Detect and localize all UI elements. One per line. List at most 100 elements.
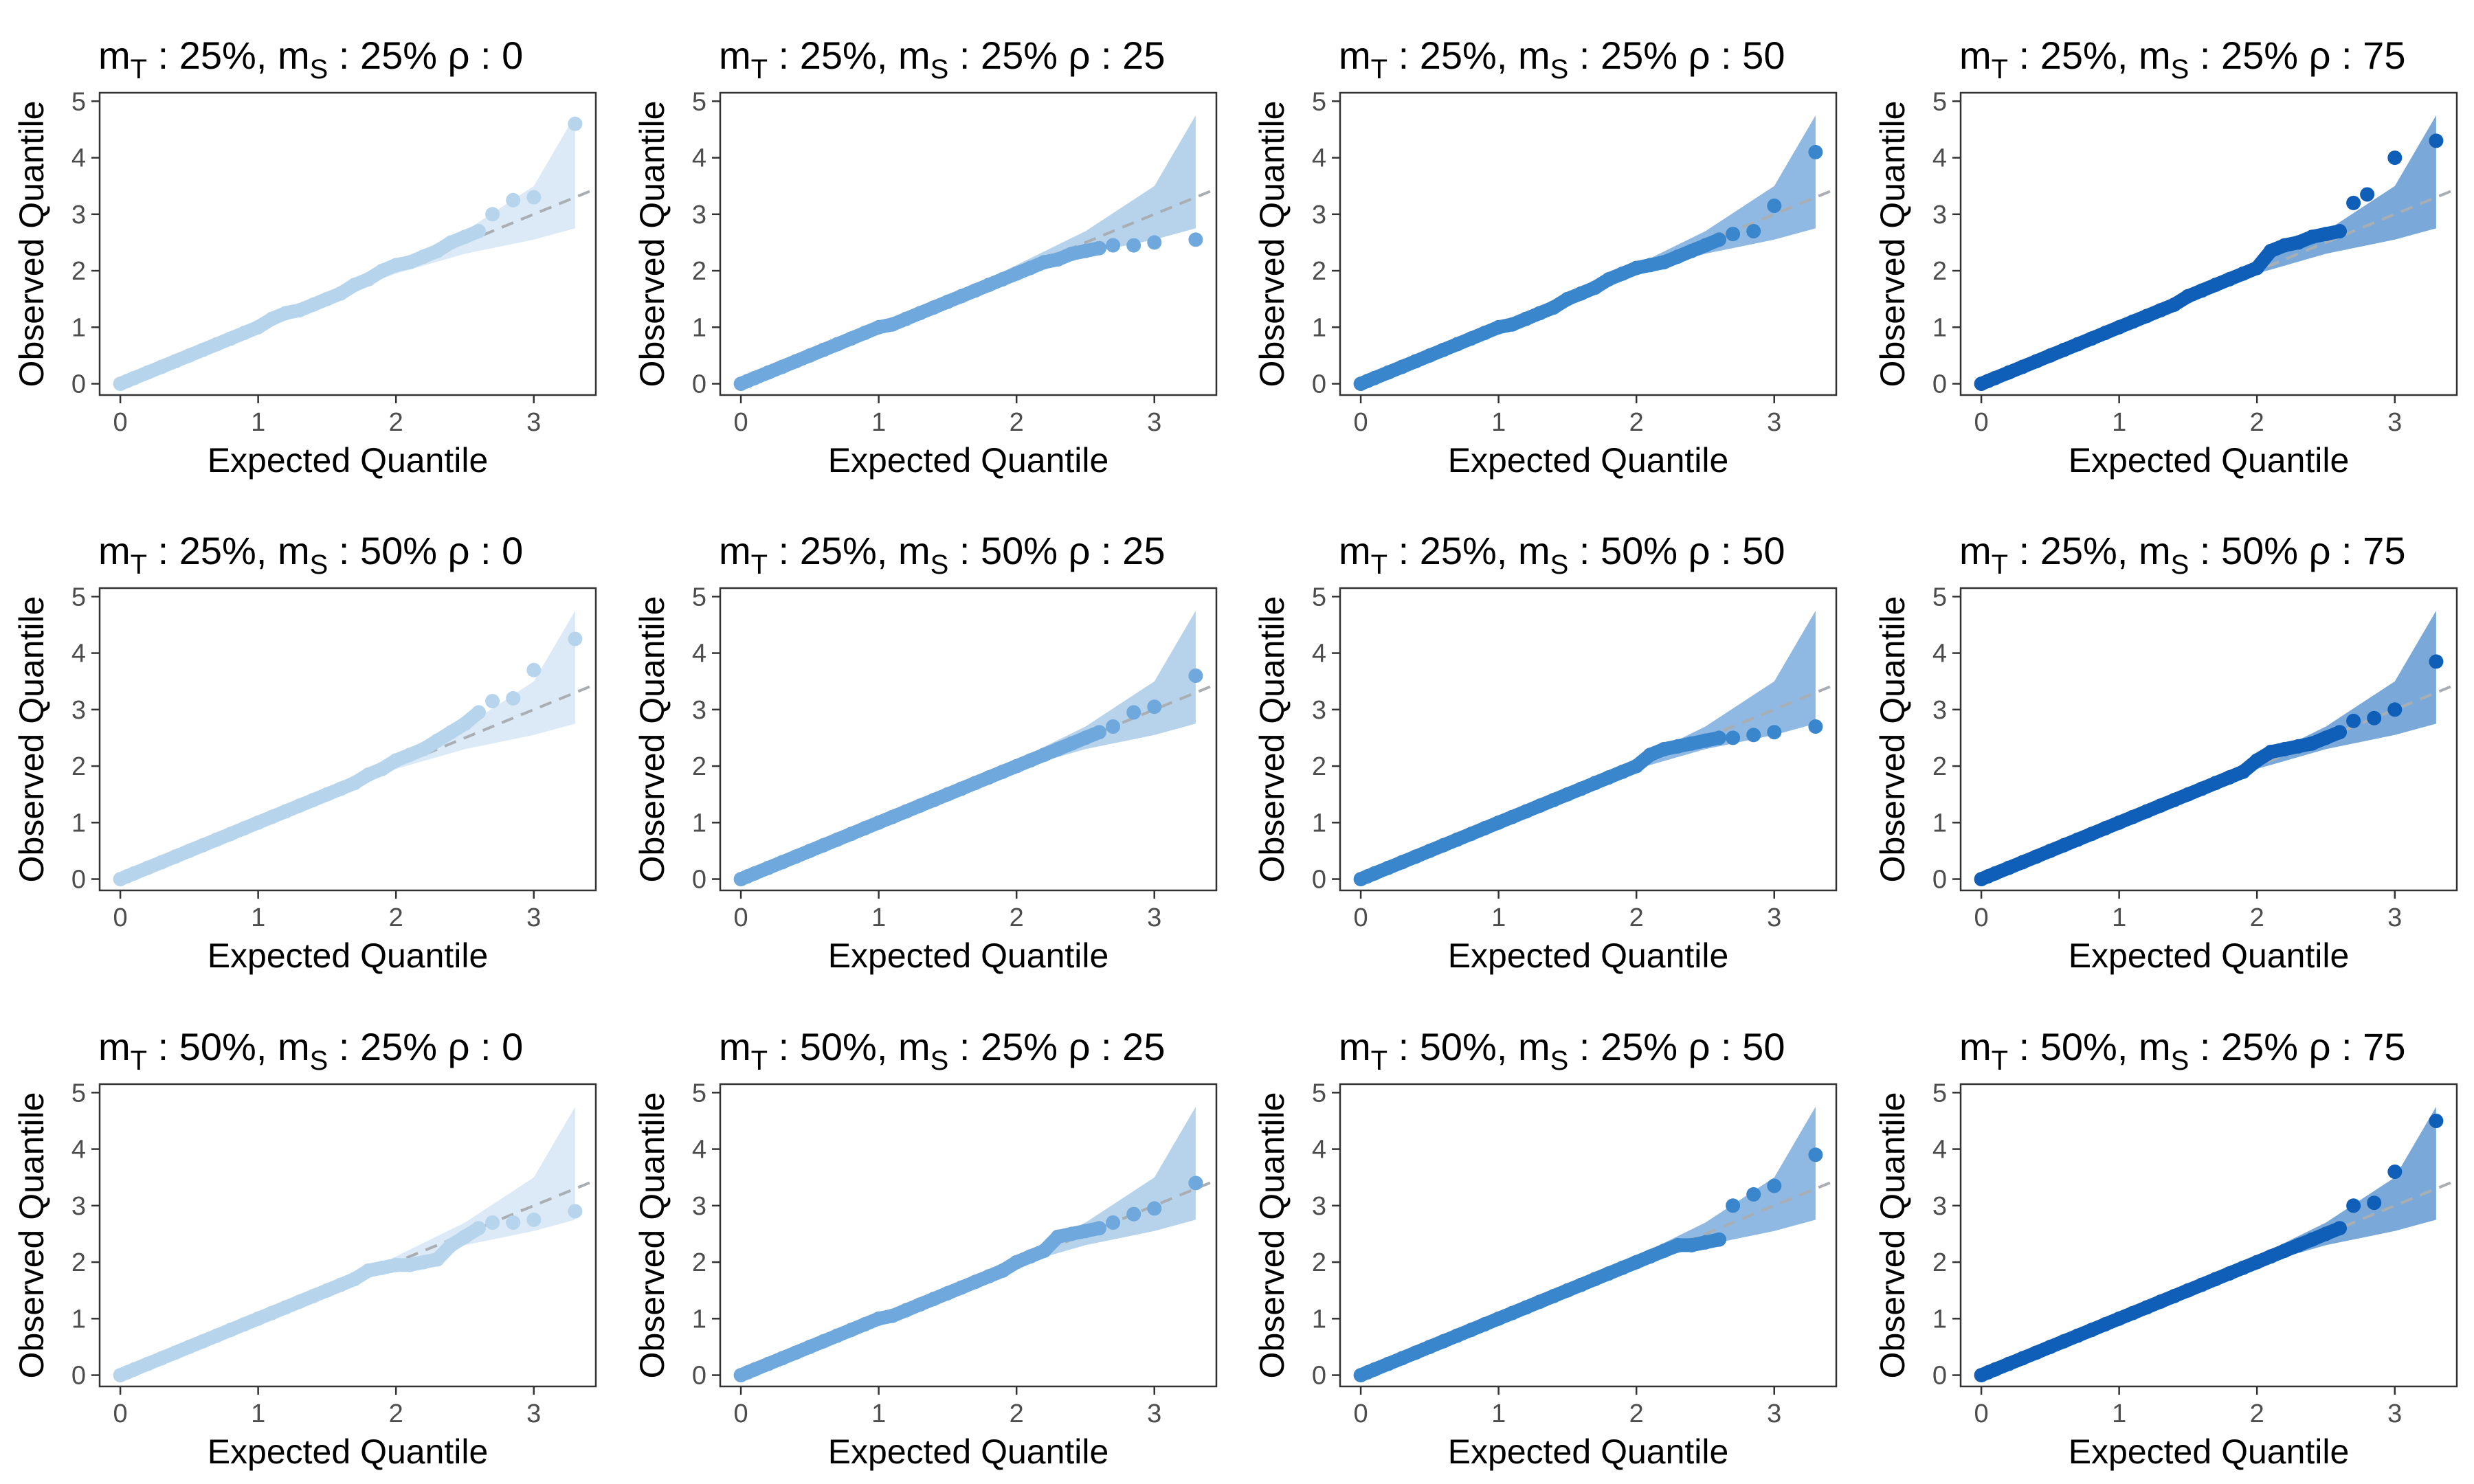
y-tick-label: 3 — [692, 201, 706, 229]
x-tick-label: 3 — [526, 408, 541, 437]
panel-border — [1959, 91, 2458, 396]
title-rho-value: : 75 — [2331, 34, 2406, 77]
y-tick-label: 5 — [1312, 1079, 1326, 1108]
qq-point — [168, 849, 183, 864]
x-tick-label: 0 — [1354, 903, 1368, 932]
title-m: m — [278, 529, 310, 572]
panel-title: mT : 50%, mS : 25% ρ : 75 — [1959, 1025, 2405, 1076]
y-tick-label: 4 — [71, 1136, 86, 1165]
qq-point — [1670, 739, 1685, 754]
qq-point — [913, 1297, 928, 1312]
qq-point — [1064, 1226, 1079, 1241]
y-tick-label: 3 — [1312, 1192, 1326, 1221]
title-s-value: : 25% — [1568, 34, 1688, 77]
qq-point — [761, 860, 776, 875]
x-axis-label: Expected Quantile — [208, 1432, 489, 1471]
qq-point — [1519, 311, 1534, 326]
y-tick-label: 2 — [1312, 1248, 1326, 1277]
qq-point — [858, 1317, 873, 1331]
qq-point — [375, 263, 390, 278]
title-subscript-s: S — [930, 54, 949, 85]
qq-point — [830, 1328, 845, 1343]
y-tick-label: 4 — [1932, 1136, 1947, 1165]
title-m: m — [1339, 1025, 1371, 1068]
y-axis-label: Observed Quantile — [1873, 101, 1912, 387]
qq-point — [788, 354, 803, 369]
qq-point — [2042, 1339, 2058, 1354]
y-tick-label: 5 — [71, 1079, 86, 1108]
qq-point — [2056, 342, 2071, 357]
title-m: m — [2139, 34, 2171, 77]
title-m: m — [1959, 1025, 1992, 1068]
qq-point — [1147, 699, 1162, 715]
qq-point — [2277, 238, 2292, 253]
title-m: m — [898, 34, 930, 77]
y-tick-label: 5 — [1312, 87, 1326, 116]
qq-point — [774, 359, 790, 374]
qq-point — [1023, 753, 1038, 768]
qq-point — [981, 1269, 996, 1284]
qq-point — [1450, 337, 1464, 352]
qq-panel: 0 1 2 3 0 1 2 3 4 5 Expected Quantile Observed Quan… — [1873, 1025, 2458, 1471]
qq-panel: 0 1 2 3 0 1 2 3 4 5 Expected Quantile Observed Quan… — [12, 529, 597, 975]
qq-point — [1464, 1323, 1478, 1338]
qq-point — [2153, 798, 2168, 813]
qq-point — [2015, 359, 2030, 374]
qq-point — [858, 326, 873, 340]
qq-point — [844, 827, 858, 842]
y-tick-label: 5 — [1932, 87, 1947, 116]
qq-point — [292, 303, 307, 318]
y-tick-label: 5 — [692, 87, 706, 116]
qq-point — [2167, 297, 2182, 312]
qq-point — [2319, 1226, 2333, 1241]
qq-point — [416, 1255, 431, 1270]
qq-point — [1546, 1288, 1561, 1303]
qq-point — [2153, 1294, 2168, 1309]
x-axis-label: Expected Quantile — [828, 936, 1109, 975]
x-tick-label: 3 — [2387, 1399, 2402, 1428]
qq-point — [181, 1339, 197, 1354]
qq-point — [1808, 1147, 1823, 1162]
qq-point — [1381, 860, 1396, 875]
qq-point — [2029, 354, 2044, 369]
qq-point — [2001, 860, 2016, 875]
qq-point — [2387, 150, 2403, 166]
qq-point — [899, 311, 914, 326]
qq-point — [2098, 326, 2113, 340]
qq-point — [168, 354, 183, 369]
x-tick-label: 1 — [1491, 408, 1506, 437]
title-subscript-s: S — [1550, 550, 1569, 580]
qq-point — [1126, 238, 1141, 253]
qq-point — [430, 1252, 445, 1267]
qq-point — [1106, 238, 1121, 253]
qq-point — [954, 781, 969, 796]
y-tick-label: 1 — [1932, 1305, 1947, 1334]
y-tick-label: 0 — [1312, 866, 1326, 895]
title-rho: ρ — [1689, 1025, 1710, 1068]
qq-point — [2208, 1272, 2223, 1287]
qq-point — [2071, 832, 2085, 847]
qq-point — [1450, 832, 1464, 847]
title-subscript-s: S — [1550, 1046, 1569, 1076]
qq-point — [402, 747, 417, 763]
panel-border — [1339, 1083, 1838, 1388]
qq-point — [2222, 770, 2237, 785]
title-subscript-s: S — [2171, 550, 2189, 580]
qq-point — [443, 725, 458, 740]
x-tick-label: 0 — [1354, 408, 1368, 437]
title-t-value: : 25%, — [147, 34, 278, 77]
qq-point — [1394, 1351, 1409, 1366]
x-axis-label: Expected Quantile — [1448, 1432, 1729, 1471]
title-rho: ρ — [1069, 34, 1091, 77]
x-axis-label: Expected Quantile — [828, 441, 1109, 480]
qq-point — [1078, 730, 1093, 745]
title-m: m — [98, 34, 131, 77]
title-m: m — [719, 34, 751, 77]
x-tick-label: 2 — [1629, 903, 1644, 932]
qq-point — [223, 331, 238, 346]
qq-point — [802, 348, 817, 363]
qq-point — [2181, 289, 2196, 304]
qq-point — [1670, 1237, 1685, 1252]
qq-point — [1188, 1176, 1203, 1191]
qq-point — [1670, 249, 1685, 264]
